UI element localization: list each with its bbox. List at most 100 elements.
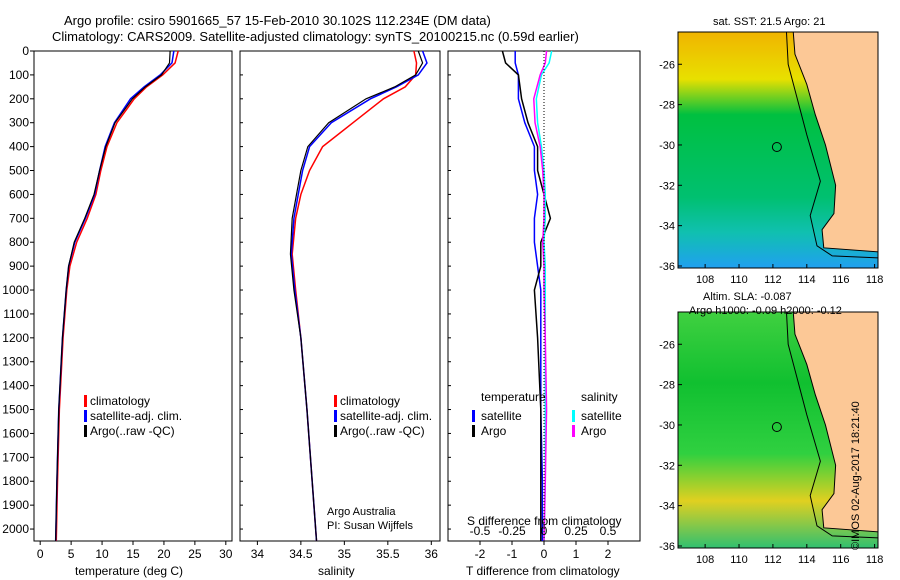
y-tick-label: 1600 [2,426,29,440]
depth-contour [785,31,879,259]
legend-label: climatology [90,394,150,408]
series-argo-raw-qc- [289,50,424,542]
legend-swatch [572,410,575,422]
x-tick-label: 114 [798,274,816,286]
map-frame [677,31,879,269]
x-tick-label: 118 [866,274,884,286]
x-tick-label: 36 [425,547,439,561]
y-tick-label: 1100 [3,307,29,321]
map-frame [677,311,879,549]
legend-swatch [84,395,87,407]
y-tick-label: 400 [9,140,29,154]
sst-map [677,31,879,269]
y-tick-label: 800 [9,235,29,249]
y-tick-label: -36 [659,261,675,273]
x-tick-label: 1 [573,547,580,561]
x-tick-label: 15 [126,547,140,561]
x-tick-label: 116 [832,554,850,566]
y-tick-label: -26 [659,339,675,351]
x2-tick-label: 0 [541,524,548,538]
y-tick-label: 500 [9,164,29,178]
annotation-line1: Argo Australia [327,506,396,518]
x-label-tdiff: T difference from climatology [466,564,620,578]
legend-label: Argo [481,424,507,438]
x-tick-label: 118 [866,554,884,566]
x-tick-label: 112 [764,274,782,286]
x-tick-label: 5 [68,547,75,561]
legend-label: satellite-adj. clim. [340,409,432,423]
y-tick-label: 100 [9,68,29,82]
depth-contour [785,311,879,539]
legend-swatch [84,425,87,437]
legend-label: climatology [340,394,400,408]
legend-header-temperature: temperature [481,390,546,404]
legend-label: satellite [481,409,522,423]
y-tick-label: -30 [659,420,675,432]
figure-title-line1: Argo profile: csiro 5901665_57 15-Feb-20… [64,13,491,28]
x-tick-label: 0 [541,547,548,561]
x-tick-label: 20 [157,547,171,561]
x-tick-label: 30 [219,547,233,561]
series-climatology [55,50,179,542]
sla-map-title2: Argo h1000: -0.09 h2000: -0.12 [689,305,842,317]
legend-swatch [472,410,475,422]
sla-map [677,311,879,549]
x-label-temperature: temperature (deg C) [75,564,184,578]
y-tick-label: 1900 [2,498,29,512]
x2-tick-label: 0.25 [564,524,588,538]
panel-frame-temperature [33,50,233,542]
legend-label: Argo [581,424,607,438]
y-tick-label: 1400 [2,379,29,393]
y-tick-label: 700 [9,211,29,225]
y-tick-label: 1700 [2,450,29,464]
legend-swatch [84,410,87,422]
legend-swatch [334,395,337,407]
y-tick-label: 0 [22,44,29,58]
x-tick-label: 35 [338,547,352,561]
x-tick-label: 114 [798,554,816,566]
x-tick-label: 25 [188,547,202,561]
x2-label-sdiff: S difference from climatology [467,514,622,528]
x-tick-label: 0 [37,547,44,561]
x-tick-label: 110 [730,274,748,286]
x-tick-label: 116 [832,274,850,286]
y-tick-label: 200 [9,92,29,106]
y-tick-label: 1800 [2,474,29,488]
series-temperature-argo [501,50,552,541]
y-tick-label: -36 [659,541,675,553]
legend-label: satellite-adj. clim. [90,409,182,423]
x-tick-label: 34 [251,547,265,561]
x-tick-label: 2 [605,547,612,561]
y-tick-label: -32 [659,460,675,472]
series-salinity-argo [533,50,548,542]
legend-label: satellite [581,409,622,423]
series-temperature-satellite [514,51,544,541]
y-tick-label: -26 [659,59,675,71]
x-tick-label: 34.5 [289,547,313,561]
legend-label: Argo(..raw -QC) [340,424,425,438]
figure-title-line2: Climatology: CARS2009. Satellite-adjuste… [52,29,579,44]
x-tick-label: 108 [696,554,714,566]
legend-swatch [334,410,337,422]
argo-location-marker [771,422,782,433]
y-tick-label: 2000 [2,522,29,536]
y-tick-label: 300 [9,116,29,130]
y-tick-label: -34 [659,501,675,513]
x-tick-label: 10 [95,547,109,561]
y-tick-label: -28 [659,380,675,392]
x-tick-label: 112 [764,554,782,566]
x2-tick-label: -0.25 [498,524,526,538]
x-label-salinity: salinity [318,564,355,578]
x-tick-label: 108 [696,274,714,286]
argo-location-marker [771,142,782,153]
series-argo-raw-qc- [55,50,171,542]
x-tick-label: -2 [475,547,486,561]
y-tick-label: 1500 [2,403,29,417]
sst-map-title: sat. SST: 21.5 Argo: 21 [713,16,826,28]
annotation-line2: PI: Susan Wijffels [327,520,413,532]
legend-label: Argo(..raw -QC) [90,424,175,438]
panel-frame-salinity [239,50,441,542]
legend-swatch [334,425,337,437]
